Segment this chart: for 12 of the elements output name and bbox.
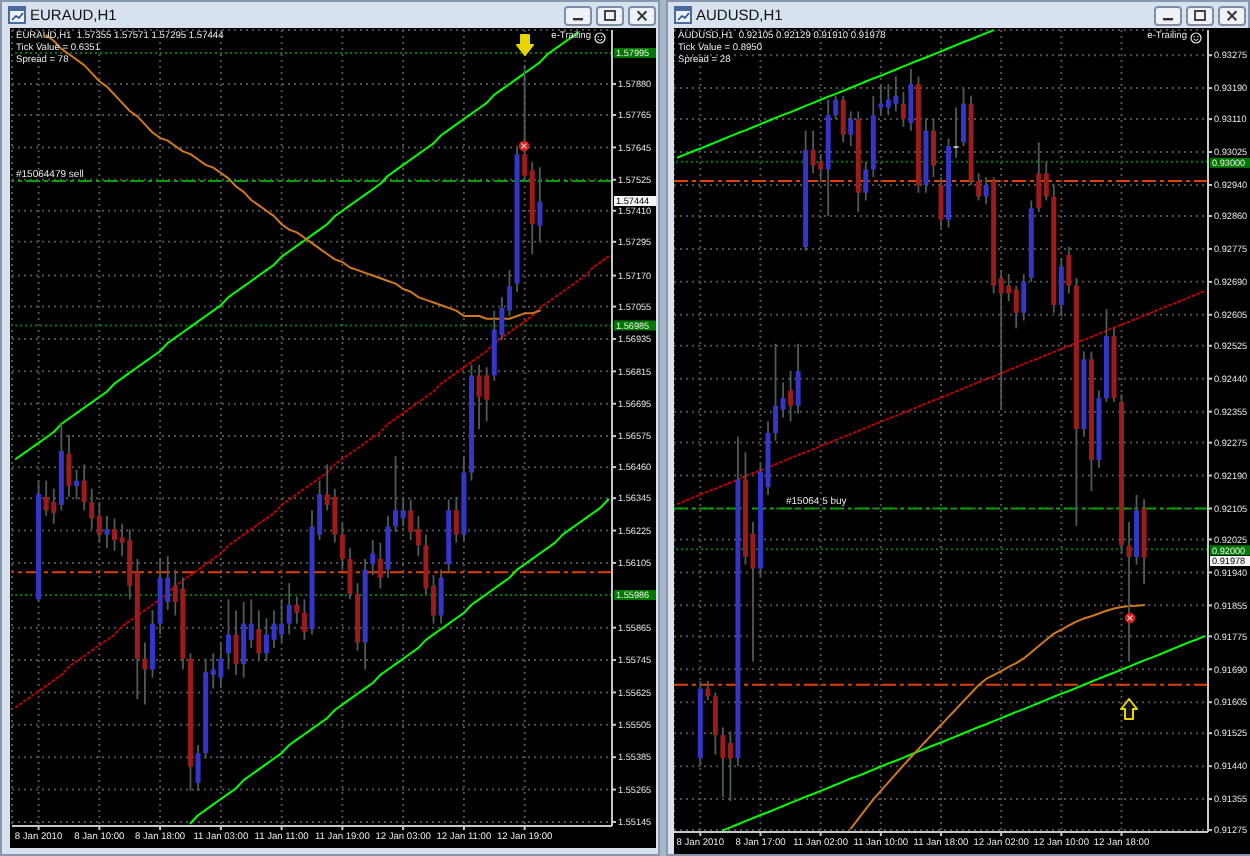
line-series <box>721 635 1206 832</box>
candlestick <box>286 582 292 636</box>
line-series <box>14 255 610 709</box>
line-series <box>676 290 1206 505</box>
candlestick <box>438 568 444 625</box>
candlestick <box>256 609 262 663</box>
line-series <box>189 498 610 825</box>
candlestick <box>484 366 490 423</box>
line-series <box>849 603 1146 830</box>
line-series <box>676 30 995 159</box>
candlestick <box>705 680 711 702</box>
candlestick <box>294 595 300 625</box>
